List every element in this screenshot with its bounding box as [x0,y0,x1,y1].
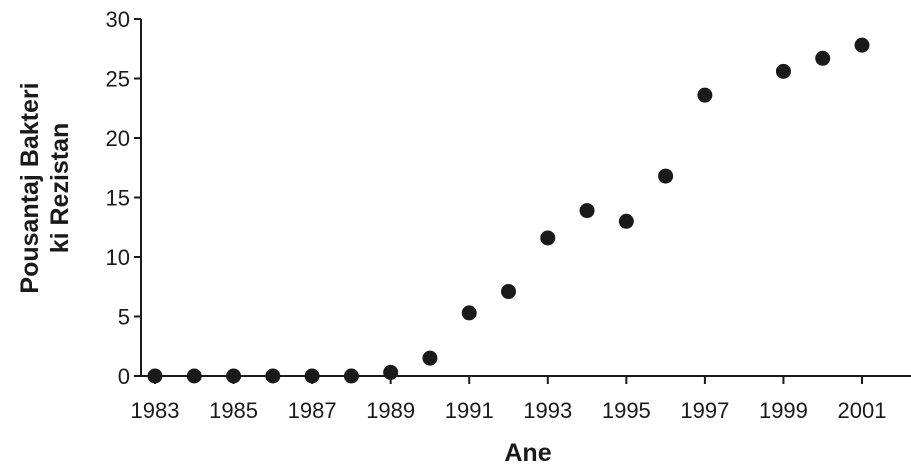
x-tick-label: 1989 [366,398,415,423]
x-tick-label: 1991 [445,398,494,423]
x-tick-label: 1995 [602,398,651,423]
x-tick-label: 1993 [523,398,572,423]
x-tick-label: 1985 [209,398,258,423]
data-point [186,368,202,384]
y-tick-label: 5 [118,305,130,330]
x-tick-label: 1987 [288,398,337,423]
data-point [815,50,831,66]
x-axis-title: Ane [504,439,551,467]
y-axis-title: Pousantaj Bakteri ki Rezistan [16,82,74,293]
x-tick-label: 1999 [759,398,808,423]
data-point [540,230,556,246]
data-point [383,364,399,380]
data-point [343,368,359,384]
y-axis-title-line-1: Pousantaj Bakteri [16,82,44,293]
data-point [579,203,595,219]
y-tick-label: 0 [118,364,130,389]
data-point [226,368,242,384]
data-point [422,350,438,366]
x-axis-ticks: 1983 1985 1987 1989 1991 1993 1995 1997 1999 2001 [131,376,887,423]
data-point [147,368,163,384]
y-tick-label: 30 [106,7,130,32]
y-tick-label: 20 [106,126,130,151]
y-axis-title-line-2: ki Rezistan [46,123,74,254]
y-tick-label: 25 [106,67,130,92]
data-point [854,37,870,53]
data-point [697,87,713,103]
data-point [775,63,791,79]
x-tick-label: 1997 [680,398,729,423]
x-tick-label: 2001 [838,398,887,423]
y-tick-label: 10 [106,245,130,270]
x-tick-label: 1983 [131,398,180,423]
data-points [147,37,870,384]
data-point [265,368,281,384]
data-point [658,168,674,184]
data-point [304,368,320,384]
y-tick-label: 15 [106,186,130,211]
data-point [618,213,634,229]
data-point [461,305,477,321]
y-axis-ticks: 0 5 10 15 20 25 30 [106,7,141,389]
data-point [501,284,516,300]
